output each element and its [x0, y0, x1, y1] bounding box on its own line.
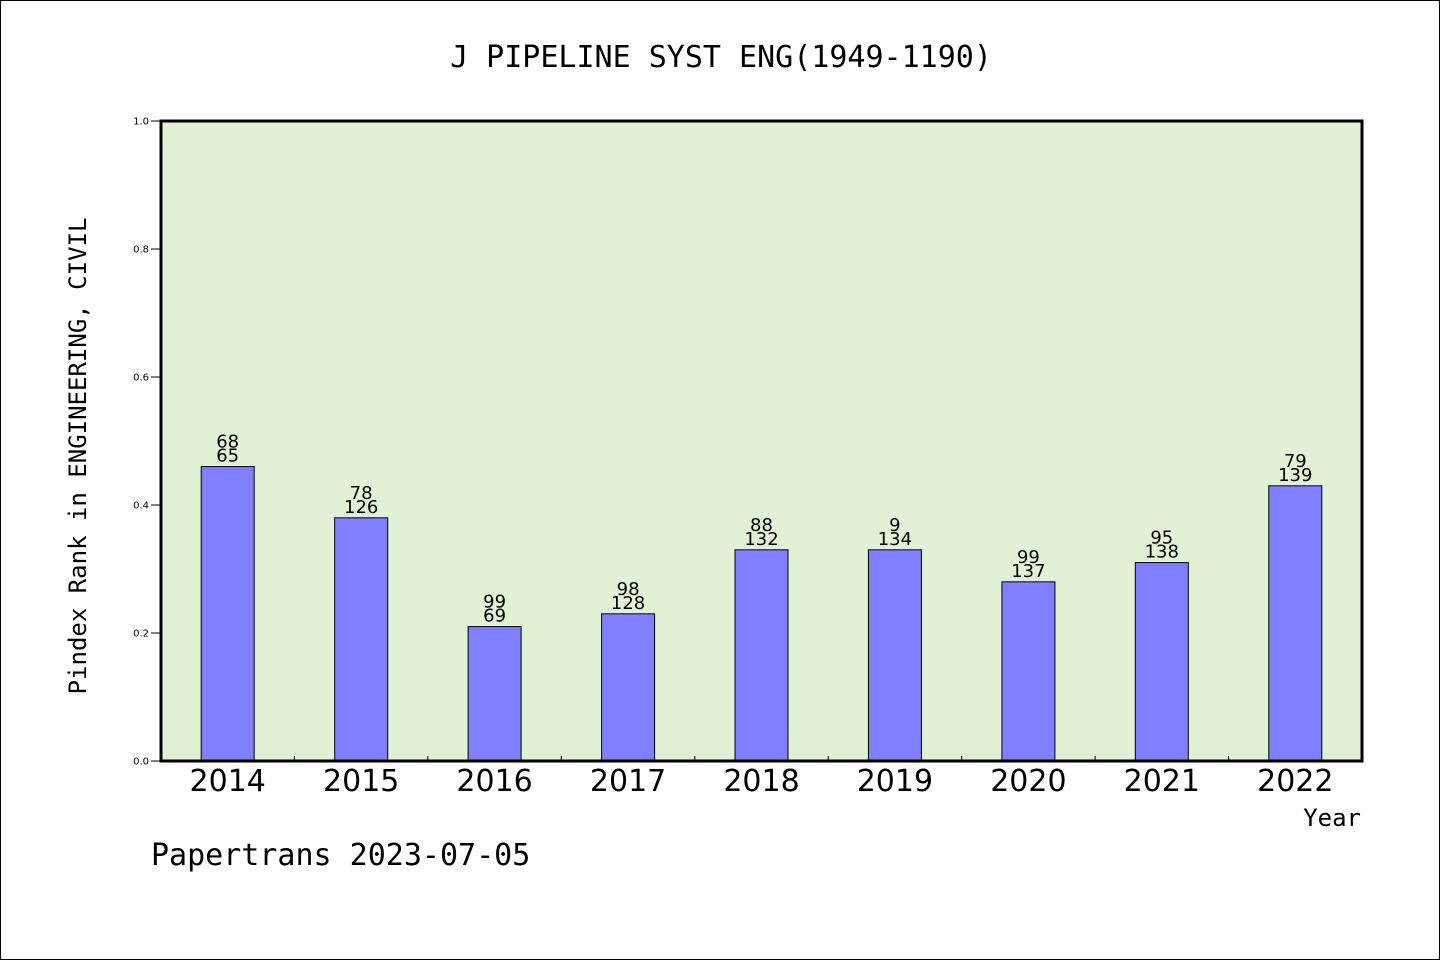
plot-border: [159, 119, 1364, 763]
bar-label-top-2014: 68: [216, 432, 239, 453]
x-tick-label-2014: 2014: [190, 764, 266, 799]
bar-label-top-2015: 78: [350, 483, 373, 504]
bar-label-bottom-2015: 126: [344, 497, 378, 518]
x-tick-label-2016: 2016: [456, 764, 532, 799]
bar-2015: [334, 517, 389, 762]
y-tick-label: 1.0: [133, 117, 149, 128]
x-tick-label-2017: 2017: [590, 764, 666, 799]
chart-title: J PIPELINE SYST ENG(1949-1190): [450, 40, 992, 75]
bar-label-top-2017: 98: [617, 579, 640, 600]
bar-2018: [734, 549, 789, 762]
bar-label-top-2020: 99: [1017, 547, 1040, 568]
x-tick-label-2022: 2022: [1257, 764, 1333, 799]
bar-label-bottom-2020: 137: [1011, 561, 1045, 582]
y-tick-label: 0.4: [133, 501, 149, 512]
bar-2017: [601, 613, 656, 762]
bar-label-bottom-2017: 128: [611, 593, 645, 614]
bar-label-top-2022: 79: [1284, 451, 1307, 472]
y-tick-label: 0.2: [133, 629, 149, 640]
bar-labels-layer: 6865781269969981288813291349913795138791…: [216, 432, 1312, 627]
y-tick-label: 0.6: [133, 373, 149, 384]
bar-label-bottom-2018: 132: [744, 529, 778, 550]
bar-label-bottom-2022: 139: [1278, 465, 1312, 486]
y-tick-label: 0.0: [133, 757, 149, 768]
footer-date: Papertrans 2023-07-05: [151, 838, 530, 873]
y-axis-label: Pindex Rank in ENGINEERING, CIVIL: [64, 218, 92, 695]
bar-label-top-2016: 99: [483, 592, 506, 613]
bar-label-top-2018: 88: [750, 515, 773, 536]
x-axis: 2014 2015 2016 2017 2018 2019 2020 2021 2022: [190, 756, 1333, 799]
bar-2019: [867, 549, 922, 762]
bar-2021: [1134, 562, 1189, 762]
bar-2020: [1001, 581, 1056, 762]
bar-label-top-2021: 95: [1150, 528, 1173, 549]
bar-label-top-2019: 9: [889, 515, 900, 536]
y-tick-label: 0.8: [133, 245, 149, 256]
x-axis-label: Year: [1303, 804, 1361, 832]
bars-layer: [200, 466, 1323, 762]
bar-2016: [467, 626, 522, 762]
x-tick-label-2019: 2019: [857, 764, 933, 799]
bar-label-bottom-2021: 138: [1145, 542, 1179, 563]
x-tick-label-2020: 2020: [990, 764, 1066, 799]
x-tick-label-2021: 2021: [1124, 764, 1200, 799]
bar-label-bottom-2014: 65: [216, 446, 239, 467]
y-axis: 0.0 0.2 0.4 0.6 0.8 1.0: [133, 117, 161, 768]
x-tick-label-2018: 2018: [723, 764, 799, 799]
bar-label-bottom-2019: 134: [878, 529, 912, 550]
bar-2014: [200, 466, 255, 762]
bar-label-bottom-2016: 69: [483, 606, 506, 627]
x-tick-label-2015: 2015: [323, 764, 399, 799]
bar-2022: [1268, 485, 1323, 762]
